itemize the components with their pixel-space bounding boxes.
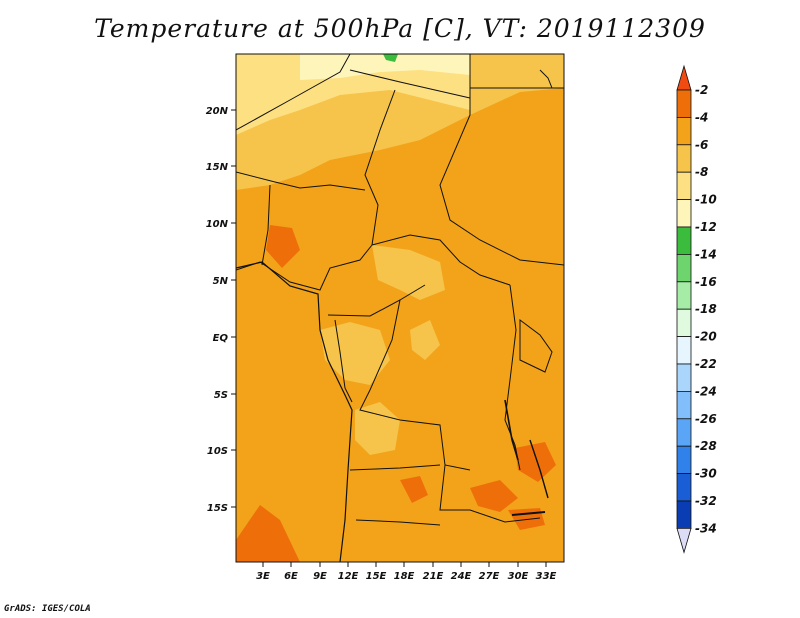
colorbar-label: -14 [695, 247, 717, 261]
colorbar-swatch [676, 171, 692, 200]
colorbar-label: -10 [695, 193, 717, 207]
colorbar-label: -12 [695, 220, 717, 234]
colorbar-label: -30 [695, 467, 717, 481]
border-line [236, 171, 366, 191]
field-warm-1 [400, 476, 428, 503]
field-warm-3 [515, 442, 556, 482]
border-line [349, 464, 441, 471]
lon-label-33e: 33E [536, 571, 557, 582]
colorbar-label: -18 [695, 302, 717, 316]
lake-malawi [529, 439, 549, 499]
lat-label-5n: 5N [213, 276, 229, 287]
lat-label-15n: 15N [206, 162, 229, 173]
border-line [334, 319, 353, 403]
lat-label-10n: 10N [206, 219, 229, 230]
field-band-minus12 [300, 54, 470, 80]
colorbar-swatch [676, 199, 692, 228]
border-line [359, 299, 471, 471]
field-patch-central [372, 245, 445, 300]
country-borders [236, 54, 564, 562]
colorbar-label: -4 [695, 110, 708, 124]
colorbar-label: -26 [695, 412, 717, 426]
colorbar-swatch [676, 117, 692, 146]
colorbar-swatch [676, 226, 692, 255]
temperature-field [236, 54, 564, 562]
colorbar-label: -24 [695, 384, 717, 398]
colorbar-label: -32 [695, 494, 717, 508]
border-line [439, 464, 541, 523]
border-line [261, 184, 271, 266]
colorbar: -2 -4 -6 -8 -10 -12 -14 -16 -18 -20 -22 -24 -26 -28 -3… [676, 64, 717, 554]
colorbar-swatch [676, 308, 692, 338]
grads-credit: GrADS: IGES/COLA [4, 604, 91, 614]
latitude-axis: 20N 15N 10N 5N EQ 5S 10S 15S [206, 106, 236, 514]
colorbar-swatch [676, 500, 692, 529]
lake-victoria [519, 319, 553, 373]
colorbar-label: -2 [695, 83, 708, 97]
lake-kariba [511, 511, 546, 516]
colorbar-label: -20 [695, 330, 717, 344]
border-line [327, 284, 426, 317]
colorbar-label: -28 [695, 439, 717, 453]
field-warm-4 [266, 225, 300, 268]
colorbar-label: -8 [695, 165, 708, 179]
colorbar-swatch [676, 363, 692, 392]
lake-tanganyika [504, 399, 519, 461]
border-line [504, 284, 521, 471]
lon-label-24e: 24E [451, 571, 472, 582]
field-patch-angola [355, 402, 400, 455]
colorbar-top-triangle [676, 64, 692, 91]
map-frame [235, 53, 565, 563]
lon-label-12e: 12E [338, 571, 359, 582]
border-line [355, 519, 441, 526]
lat-label-10s: 10S [207, 446, 228, 457]
colorbar-swatch [676, 253, 692, 283]
field-band-minus14 [383, 54, 398, 62]
lon-label-15e: 15E [366, 571, 387, 582]
colorbar-label: -34 [695, 521, 717, 535]
lon-label-21e: 21E [423, 571, 444, 582]
longitude-axis: 3E 6E 9E 12E 15E 18E 21E 24E 27E 30E 33E [256, 562, 557, 582]
colorbar-swatch [676, 418, 692, 447]
border-line [349, 69, 471, 99]
colorbar-swatch [676, 281, 692, 310]
lat-label-20n: 20N [206, 106, 229, 117]
coastline [236, 261, 353, 562]
lat-label-eq: EQ [213, 333, 229, 344]
map-title: Temperature at 500hPa [C], VT: 201911230… [94, 14, 706, 43]
lon-label-9e: 9E [313, 571, 327, 582]
lon-label-27e: 27E [479, 571, 500, 582]
coastline [539, 69, 560, 89]
lon-label-18e: 18E [394, 571, 415, 582]
colorbar-swatch [676, 336, 692, 365]
field-warm-sw [236, 505, 300, 562]
border-line [371, 234, 511, 286]
border-line [236, 54, 351, 131]
colorbar-swatch [676, 390, 692, 420]
colorbar-bottom-triangle [676, 528, 692, 554]
colorbar-swatch [676, 144, 692, 173]
colorbar-label: -22 [695, 357, 717, 371]
lat-label-15s: 15S [207, 503, 228, 514]
colorbar-swatch [676, 445, 692, 475]
field-warm-2 [470, 480, 518, 512]
colorbar-swatch [676, 473, 692, 502]
colorbar-swatch [676, 89, 692, 118]
lon-label-30e: 30E [508, 571, 529, 582]
border-line [439, 54, 564, 266]
field-band-minus10 [236, 54, 470, 135]
field-patch-congo [410, 320, 440, 360]
lon-label-6e: 6E [284, 571, 298, 582]
colorbar-label: -6 [695, 138, 708, 152]
colorbar-label: -16 [695, 275, 717, 289]
border-line [364, 89, 396, 246]
lat-label-5s: 5S [214, 390, 228, 401]
lon-label-3e: 3E [256, 571, 270, 582]
